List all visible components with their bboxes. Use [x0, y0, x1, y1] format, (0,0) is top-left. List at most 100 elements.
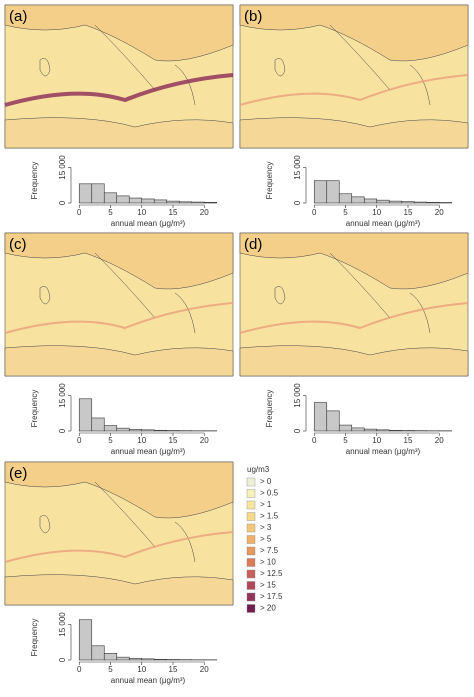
legend-swatch [246, 512, 256, 521]
bar [166, 200, 180, 204]
legend-swatch [246, 558, 256, 567]
bar [91, 183, 105, 204]
legend-label: > 7.5 [260, 546, 279, 555]
map-coast [39, 481, 196, 563]
legend-label: > 12.5 [260, 569, 283, 578]
bar [326, 180, 340, 204]
legend-label: > 20 [260, 604, 276, 613]
x-tick-label: 15 [169, 436, 178, 445]
x-tick-label: 10 [372, 208, 381, 217]
legend-swatch [246, 477, 256, 487]
map-coast [39, 252, 196, 334]
bar [326, 410, 340, 432]
y-tick-label: 0 [58, 657, 67, 662]
legend-label: > 0.5 [260, 489, 279, 498]
x-tick-label: 20 [435, 208, 444, 217]
bar [153, 658, 168, 661]
y-tick-label: 15 000 [58, 383, 67, 408]
legend-swatch [246, 592, 256, 602]
legend-swatch [246, 546, 256, 556]
bar [116, 427, 130, 432]
map-land [4, 574, 234, 606]
bar [338, 193, 353, 204]
y-tick-label: 0 [293, 200, 302, 205]
bar [363, 198, 378, 204]
y-tick-label: 0 [58, 200, 67, 205]
bar [78, 183, 93, 204]
bar [128, 658, 143, 661]
map-land [4, 461, 234, 519]
panel-label: (e) [9, 465, 27, 482]
bar [351, 427, 365, 432]
map-land [239, 117, 469, 149]
x-tick-label: 20 [200, 436, 209, 445]
bar [203, 201, 218, 204]
bar [141, 658, 155, 661]
panel-label: (a) [9, 8, 27, 25]
bar [426, 201, 440, 204]
y-tick-label: 15 000 [293, 383, 302, 408]
x-tick-label: 0 [312, 208, 317, 217]
bar [153, 429, 168, 432]
y-tick-label: 0 [293, 428, 302, 433]
bar [191, 201, 205, 204]
bar [128, 197, 143, 204]
bar [376, 429, 390, 432]
x-axis-label: annual mean (μg/m³) [346, 219, 421, 228]
bar [103, 192, 118, 204]
map-land [239, 4, 469, 62]
bar [351, 196, 365, 204]
bar [78, 619, 93, 661]
legend-label: > 0 [260, 477, 272, 486]
map-hotspot [4, 73, 234, 107]
map-coast [274, 24, 431, 106]
x-tick-label: 15 [404, 208, 413, 217]
bar [91, 417, 105, 432]
x-tick-label: 15 [169, 208, 178, 217]
y-axis-label: Frequency [30, 162, 39, 200]
bar [78, 398, 93, 432]
panel-label: (b) [244, 8, 262, 25]
bar [153, 199, 168, 204]
x-tick-label: 20 [200, 665, 209, 674]
bar [128, 429, 143, 432]
bar [116, 195, 130, 204]
map-land [4, 232, 234, 290]
x-tick-label: 10 [372, 436, 381, 445]
bar [388, 200, 403, 204]
x-tick-label: 10 [137, 436, 146, 445]
x-axis-label: annual mean (μg/m³) [111, 676, 186, 685]
x-tick-label: 20 [435, 436, 444, 445]
legend-swatch [246, 581, 256, 590]
x-tick-label: 15 [169, 665, 178, 674]
x-axis-label: annual mean (μg/m³) [346, 447, 421, 456]
x-tick-label: 20 [200, 208, 209, 217]
x-tick-label: 0 [77, 208, 82, 217]
legend-title: ug/m3 [247, 465, 270, 474]
x-tick-label: 5 [108, 208, 113, 217]
bar [141, 429, 155, 432]
bar [313, 402, 328, 432]
bar [91, 645, 105, 661]
x-tick-label: 0 [312, 436, 317, 445]
bar [141, 198, 155, 204]
x-tick-label: 5 [108, 665, 113, 674]
y-axis-label: Frequency [30, 390, 39, 428]
bar [401, 201, 415, 204]
x-tick-label: 0 [77, 436, 82, 445]
legend-swatch [246, 500, 256, 510]
map-hotspot [4, 531, 234, 563]
bar [103, 425, 118, 432]
map-hotspot [239, 74, 469, 106]
legend-label: > 1 [260, 500, 272, 509]
x-axis-label: annual mean (μg/m³) [111, 219, 186, 228]
panel-label: (c) [9, 236, 27, 253]
bar [103, 653, 118, 661]
x-tick-label: 10 [137, 208, 146, 217]
bar [388, 429, 403, 432]
legend-label: > 10 [260, 558, 276, 567]
legend-swatch [246, 569, 256, 579]
x-tick-label: 5 [343, 208, 348, 217]
bar [313, 180, 328, 204]
x-tick-label: 0 [77, 665, 82, 674]
